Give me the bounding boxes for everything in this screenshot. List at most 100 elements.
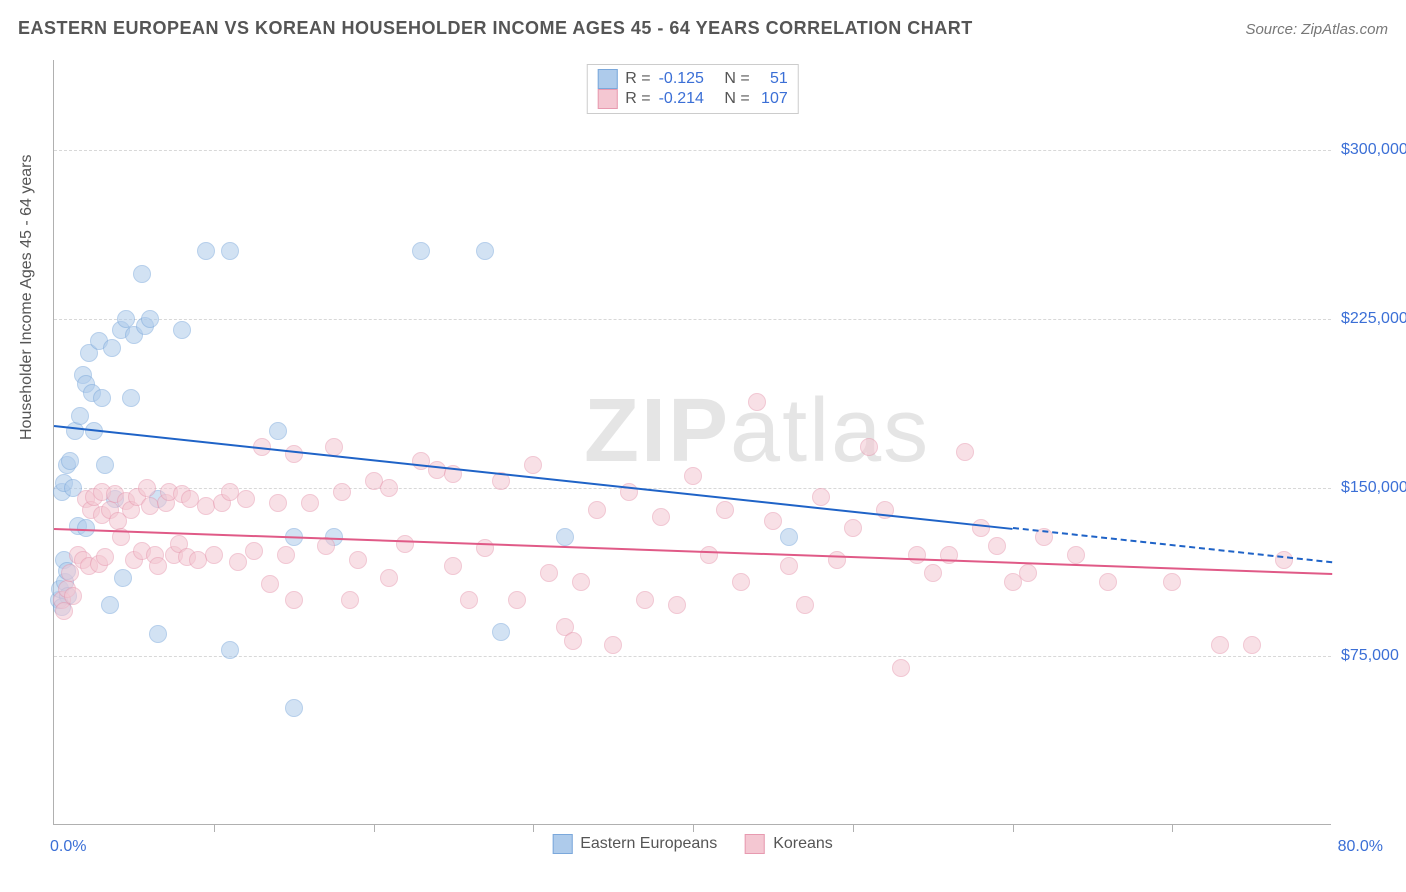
data-point xyxy=(380,569,398,587)
data-point xyxy=(221,242,239,260)
series-name: Koreans xyxy=(773,835,833,853)
data-point xyxy=(556,528,574,546)
legend-stats: R = -0.125 N = 51 R = -0.214 N = 107 xyxy=(586,64,799,114)
legend-item: Koreans xyxy=(745,834,833,854)
data-point xyxy=(229,553,247,571)
chart-title: EASTERN EUROPEAN VS KOREAN HOUSEHOLDER I… xyxy=(18,18,973,39)
data-point xyxy=(604,636,622,654)
swatch-series-1 xyxy=(745,834,765,854)
data-point xyxy=(444,557,462,575)
data-point xyxy=(988,537,1006,555)
gridline xyxy=(54,656,1331,657)
data-point xyxy=(61,564,79,582)
data-point xyxy=(1163,573,1181,591)
swatch-series-0 xyxy=(597,69,617,89)
data-point xyxy=(66,422,84,440)
data-point xyxy=(301,494,319,512)
y-tick-label: $300,000 xyxy=(1341,141,1406,159)
data-point xyxy=(1099,573,1117,591)
data-point xyxy=(636,591,654,609)
data-point xyxy=(908,546,926,564)
data-point xyxy=(138,479,156,497)
data-point xyxy=(668,596,686,614)
y-tick-label: $75,000 xyxy=(1341,647,1406,665)
data-point xyxy=(237,490,255,508)
data-point xyxy=(892,659,910,677)
data-point xyxy=(476,539,494,557)
data-point xyxy=(572,573,590,591)
data-point xyxy=(341,591,359,609)
plot-area: ZIPatlas R = -0.125 N = 51 R = -0.214 N … xyxy=(53,60,1331,825)
data-point xyxy=(93,389,111,407)
x-min-label: 0.0% xyxy=(50,838,86,856)
data-point xyxy=(277,546,295,564)
gridline xyxy=(54,319,1331,320)
data-point xyxy=(412,242,430,260)
legend-series: Eastern Europeans Koreans xyxy=(552,834,833,854)
x-tick xyxy=(374,824,375,832)
data-point xyxy=(780,528,798,546)
y-tick-label: $150,000 xyxy=(1341,479,1406,497)
data-point xyxy=(245,542,263,560)
r-label: R = xyxy=(625,70,650,88)
data-point xyxy=(732,573,750,591)
data-point xyxy=(103,339,121,357)
data-point xyxy=(269,422,287,440)
data-point xyxy=(173,321,191,339)
x-tick xyxy=(533,824,534,832)
data-point xyxy=(564,632,582,650)
y-axis-label: Householder Income Ages 45 - 64 years xyxy=(18,155,36,441)
data-point xyxy=(1019,564,1037,582)
data-point xyxy=(716,501,734,519)
data-point xyxy=(492,623,510,641)
y-tick-label: $225,000 xyxy=(1341,310,1406,328)
data-point xyxy=(96,456,114,474)
data-point xyxy=(141,310,159,328)
x-tick xyxy=(693,824,694,832)
data-point xyxy=(221,641,239,659)
data-point xyxy=(285,699,303,717)
n-label: N = xyxy=(724,90,749,108)
legend-stats-row: R = -0.125 N = 51 xyxy=(597,69,788,89)
data-point xyxy=(828,551,846,569)
r-label: R = xyxy=(625,90,650,108)
data-point xyxy=(285,591,303,609)
data-point xyxy=(476,242,494,260)
data-point xyxy=(972,519,990,537)
data-point xyxy=(380,479,398,497)
legend-stats-row: R = -0.214 N = 107 xyxy=(597,89,788,109)
data-point xyxy=(860,438,878,456)
r-value: -0.125 xyxy=(659,70,704,88)
data-point xyxy=(96,548,114,566)
data-point xyxy=(812,488,830,506)
x-tick xyxy=(214,824,215,832)
data-point xyxy=(588,501,606,519)
data-point xyxy=(700,546,718,564)
data-point xyxy=(1067,546,1085,564)
x-tick xyxy=(853,824,854,832)
data-point xyxy=(333,483,351,501)
data-point xyxy=(114,569,132,587)
data-point xyxy=(1004,573,1022,591)
swatch-series-0 xyxy=(552,834,572,854)
data-point xyxy=(508,591,526,609)
data-point xyxy=(133,265,151,283)
x-tick xyxy=(1172,824,1173,832)
n-label: N = xyxy=(724,70,749,88)
data-point xyxy=(349,551,367,569)
data-point xyxy=(55,602,73,620)
data-point xyxy=(460,591,478,609)
source-label: Source: ZipAtlas.com xyxy=(1245,21,1388,38)
data-point xyxy=(61,452,79,470)
data-point xyxy=(396,535,414,553)
data-point xyxy=(149,625,167,643)
data-point xyxy=(1243,636,1261,654)
data-point xyxy=(524,456,542,474)
data-point xyxy=(684,467,702,485)
n-value: 51 xyxy=(758,70,788,88)
data-point xyxy=(197,242,215,260)
n-value: 107 xyxy=(758,90,788,108)
data-point xyxy=(149,557,167,575)
r-value: -0.214 xyxy=(659,90,704,108)
data-point xyxy=(748,393,766,411)
